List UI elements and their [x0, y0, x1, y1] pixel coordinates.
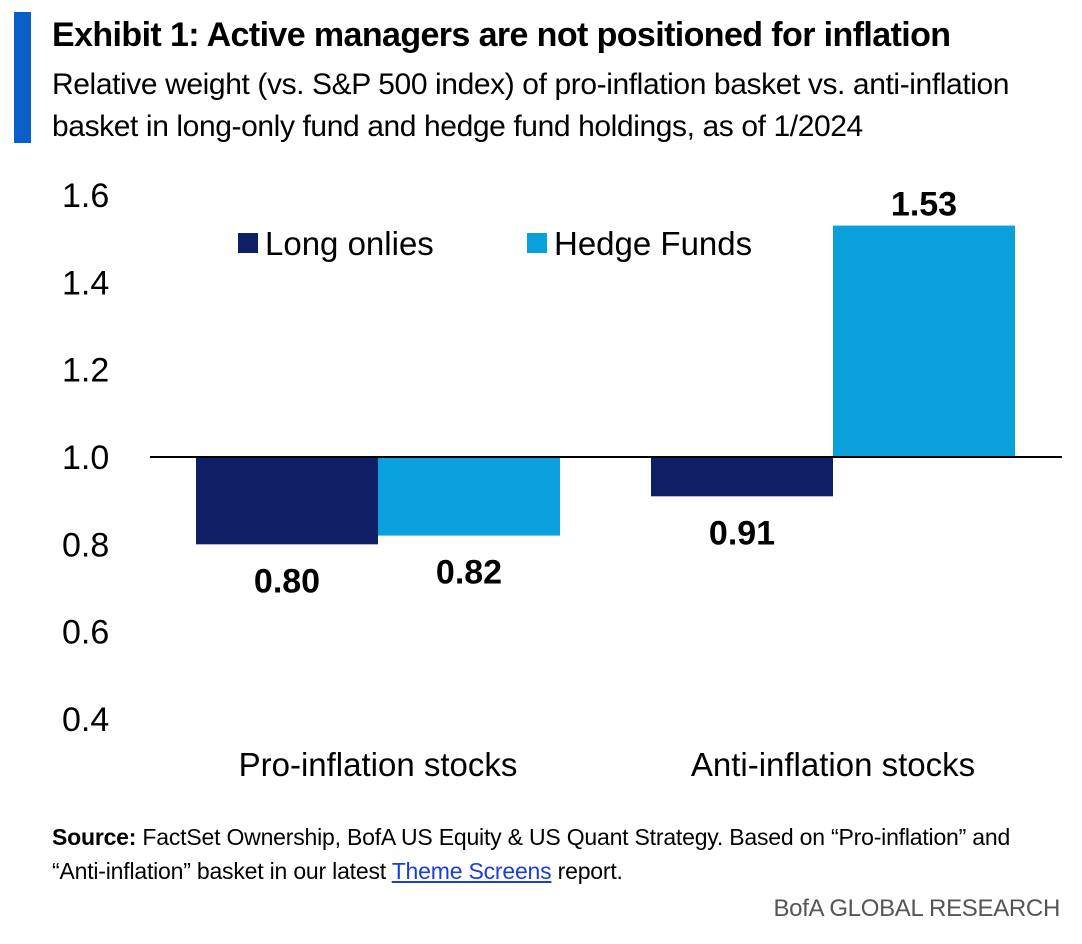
data-label: 0.91 [709, 514, 775, 552]
data-label: 0.82 [436, 554, 502, 592]
y-tick-label: 0.6 [62, 614, 109, 652]
bar [378, 457, 560, 536]
category-label: Anti-inflation stocks [691, 746, 975, 783]
y-tick-label: 0.4 [62, 701, 109, 739]
data-label: 1.53 [891, 186, 957, 224]
source-note: Source: FactSet Ownership, BofA US Equit… [52, 820, 1052, 888]
y-tick-label: 1.4 [62, 264, 109, 302]
chart-subtitle: Relative weight (vs. S&P 500 index) of p… [52, 68, 1010, 143]
y-tick-label: 1.2 [62, 352, 109, 390]
accent-bar [14, 12, 31, 143]
theme-screens-link[interactable]: Theme Screens [391, 858, 552, 884]
y-tick-label: 0.8 [62, 526, 109, 564]
chart-title: Exhibit 1: Active managers are not posit… [52, 16, 951, 54]
y-tick-label: 1.6 [62, 177, 109, 215]
brand-label: BofA GLOBAL RESEARCH [773, 895, 1060, 922]
bar [196, 457, 378, 545]
bar [651, 457, 833, 497]
legend-label: Long onlies [265, 225, 434, 262]
category-label: Pro-inflation stocks [239, 746, 518, 783]
data-label: 0.80 [254, 562, 320, 600]
legend-swatch [238, 233, 258, 253]
source-text-2: report. [551, 858, 623, 884]
legend-label: Hedge Funds [554, 225, 752, 262]
y-tick-label: 1.0 [62, 439, 109, 477]
source-text-1: FactSet Ownership, BofA US Equity & US Q… [52, 824, 1011, 884]
bar [833, 225, 1015, 457]
source-label: Source: [52, 824, 137, 850]
legend-swatch [527, 233, 547, 253]
